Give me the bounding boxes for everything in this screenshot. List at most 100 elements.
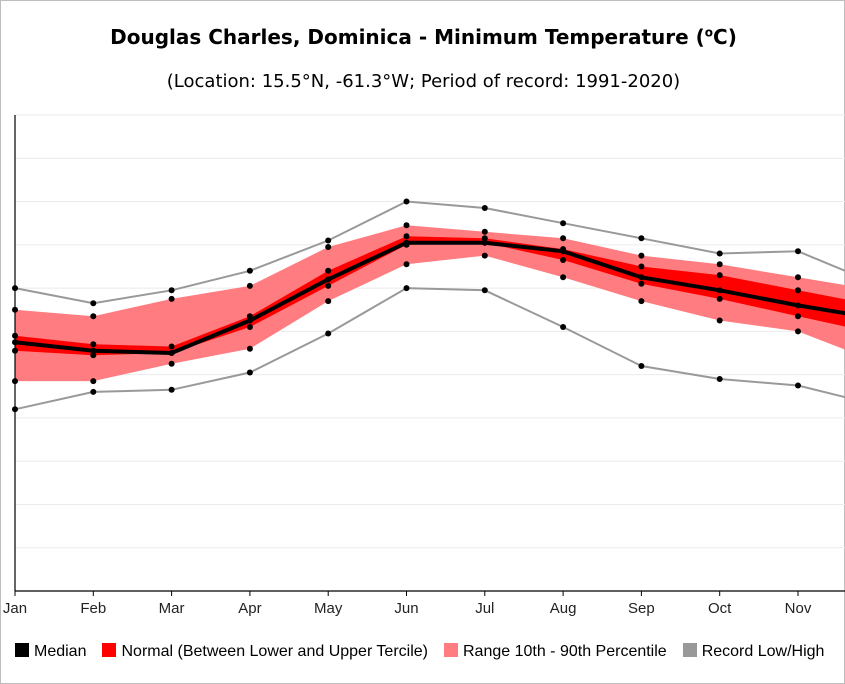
- normal-high-point: [90, 341, 97, 348]
- normal-low-point: [246, 324, 253, 330]
- record-low-line: [14, 287, 845, 411]
- normal-low-point: [716, 295, 723, 302]
- record-high-point: [325, 237, 332, 244]
- record-low-point: [638, 363, 645, 369]
- legend-label: Record Low/High: [701, 643, 825, 660]
- record-low-point: [90, 388, 97, 395]
- normal-high-point: [325, 267, 332, 274]
- x-tick-label: Jun: [394, 600, 418, 617]
- median-point: [403, 239, 410, 246]
- percentile-band: [15, 225, 845, 382]
- x-tick-label: Mar: [159, 600, 185, 617]
- legend-item: Record Low/High: [682, 643, 825, 661]
- median-point: [246, 317, 253, 324]
- legend-swatch: [15, 643, 29, 657]
- median-point: [795, 302, 801, 309]
- normal-low-point: [638, 280, 645, 287]
- chart-legend: Median Normal (Between Lower and Upper Te…: [15, 643, 840, 663]
- median-point: [716, 287, 723, 294]
- percentile-high-point: [168, 295, 175, 302]
- normal-high-point: [481, 235, 488, 242]
- record-high-point: [246, 267, 253, 274]
- x-tick-label: Feb: [80, 600, 106, 617]
- series-lines: [14, 200, 845, 411]
- chart-title-degree: o: [704, 25, 714, 40]
- percentile-high-point: [246, 282, 253, 289]
- x-tick-label: Sep: [628, 600, 655, 617]
- x-tick-label: Aug: [550, 600, 577, 617]
- normal-low-point: [560, 257, 567, 263]
- percentile-low-point: [168, 360, 175, 367]
- record-high-line: [14, 200, 845, 305]
- record-high-point: [90, 300, 97, 307]
- median-point: [638, 274, 645, 281]
- record-low-point: [168, 386, 175, 393]
- normal-low-point: [795, 313, 801, 320]
- record-low-point: [246, 369, 253, 376]
- legend-label: Median: [34, 643, 87, 660]
- percentile-low-point: [403, 261, 410, 268]
- record-high-point: [560, 220, 567, 227]
- record-high-point: [716, 250, 723, 257]
- x-tick-label: May: [314, 600, 343, 617]
- percentile-low-point: [325, 298, 332, 305]
- chart-title-unit: C): [713, 25, 737, 49]
- percentile-high-point: [325, 244, 332, 250]
- median-point: [481, 239, 488, 246]
- chart-subtitle: (Location: 15.5°N, -61.3°W; Period of re…: [166, 71, 681, 92]
- normal-high-point: [795, 287, 801, 294]
- chart-title: Douglas Charles, Dominica - Minimum Temp…: [1, 25, 845, 49]
- percentile-low-point: [90, 378, 97, 385]
- percentile-low-point: [481, 252, 488, 259]
- legend-swatch: [102, 643, 117, 657]
- normal-high-point: [403, 233, 410, 240]
- normal-low-point: [325, 282, 332, 289]
- record-high-point: [481, 205, 488, 211]
- percentile-high-point: [795, 274, 801, 281]
- x-tick-label: Jan: [3, 600, 27, 617]
- legend-item: Range 10th - 90th Percentile: [444, 643, 667, 661]
- x-tick-label: Nov: [785, 600, 812, 617]
- record-low-point: [325, 330, 332, 337]
- axes: JanFebMarAprMayJunJulAugSepOctNovDec: [3, 115, 845, 617]
- x-tick-label: Oct: [708, 600, 732, 617]
- record-low-point: [795, 382, 801, 389]
- legend-label: Range 10th - 90th Percentile: [463, 643, 667, 660]
- normal-low-point: [90, 352, 97, 359]
- median-line: [14, 240, 845, 356]
- record-low-point: [403, 285, 410, 292]
- legend-label: Normal (Between Lower and Upper Tercile): [121, 643, 428, 660]
- record-low-point: [716, 376, 723, 382]
- legend-item: Normal (Between Lower and Upper Tercile): [102, 643, 428, 661]
- data-points: [12, 198, 801, 413]
- record-low-point: [481, 287, 488, 294]
- percentile-high-point: [716, 261, 723, 268]
- percentile-low-point: [795, 328, 801, 335]
- x-tick-label: Jul: [475, 600, 494, 617]
- median-point: [168, 350, 175, 356]
- bands: [15, 225, 845, 382]
- percentile-low-point: [716, 317, 723, 324]
- normal-high-point: [638, 263, 645, 270]
- record-high-point: [168, 287, 175, 294]
- median-point: [325, 276, 332, 283]
- median-point: [90, 347, 97, 354]
- percentile-high-point: [638, 252, 645, 259]
- percentile-high-point: [481, 228, 488, 235]
- legend-item: Median: [15, 643, 86, 661]
- record-low-point: [560, 324, 567, 330]
- percentile-high-point: [560, 235, 567, 242]
- normal-band: [15, 236, 845, 356]
- legend-swatch: [444, 643, 458, 657]
- percentile-low-point: [560, 274, 567, 281]
- percentile-high-point: [90, 313, 97, 320]
- median-point: [560, 248, 567, 255]
- x-tick-label: Apr: [238, 600, 261, 617]
- record-high-point: [638, 235, 645, 242]
- percentile-low-point: [246, 345, 253, 352]
- chart-title-main: Douglas Charles, Dominica - Minimum Temp…: [110, 25, 705, 49]
- percentile-low-point: [638, 298, 645, 305]
- percentile-high-point: [403, 222, 410, 229]
